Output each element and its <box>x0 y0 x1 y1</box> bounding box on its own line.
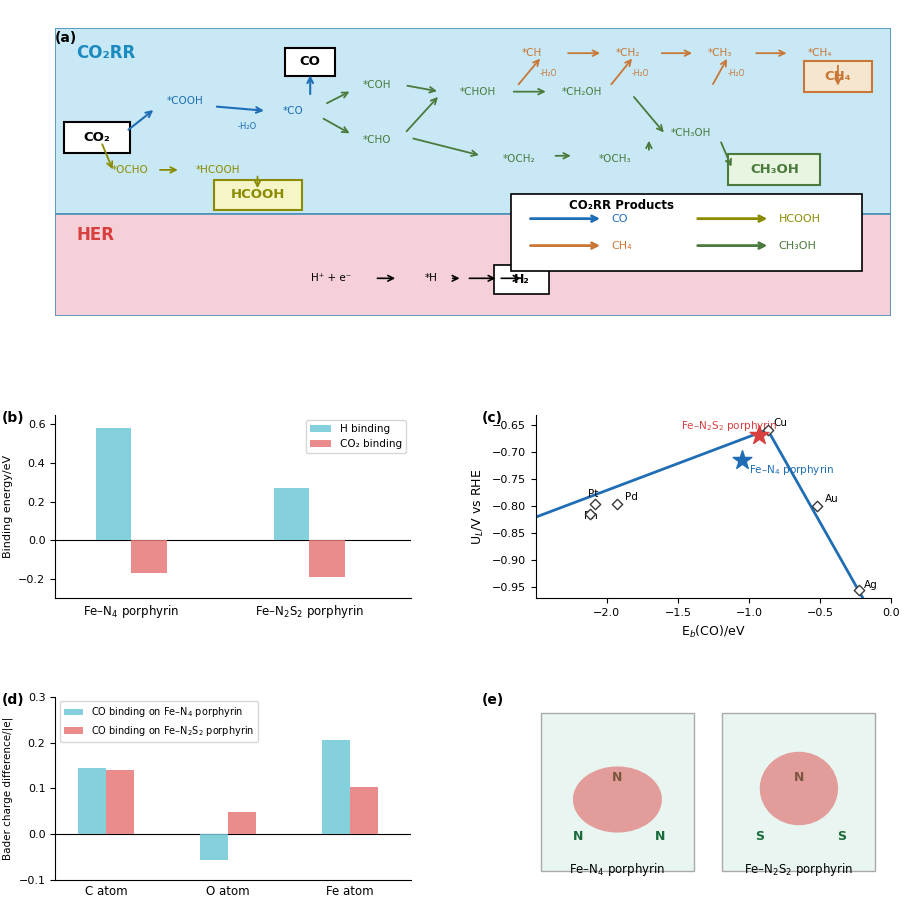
Text: *OCHO: *OCHO <box>112 165 149 175</box>
Text: CO: CO <box>300 55 321 69</box>
Text: *CH₃: *CH₃ <box>708 49 732 58</box>
Text: Pd: Pd <box>625 492 638 502</box>
FancyBboxPatch shape <box>494 265 549 293</box>
Text: Fe–N$_4$ porphyrin: Fe–N$_4$ porphyrin <box>749 463 834 477</box>
Point <box>851 583 866 598</box>
Text: *OCH₃: *OCH₃ <box>599 154 631 164</box>
Text: CO₂RR: CO₂RR <box>76 43 135 61</box>
Point <box>810 499 824 514</box>
Bar <box>322 740 350 834</box>
Text: -H₂O: -H₂O <box>238 122 257 131</box>
FancyBboxPatch shape <box>214 180 301 210</box>
Text: Fe–N$_2$S$_2$ porphyrin: Fe–N$_2$S$_2$ porphyrin <box>744 861 854 878</box>
Text: CH₃OH: CH₃OH <box>750 162 799 176</box>
Text: H⁺ + e⁻: H⁺ + e⁻ <box>311 273 351 283</box>
Bar <box>199 834 228 859</box>
Text: *CH₃OH: *CH₃OH <box>671 128 711 138</box>
Text: *OCH₂: *OCH₂ <box>503 154 536 164</box>
Text: *COOH: *COOH <box>166 96 203 106</box>
Text: Pt: Pt <box>588 490 598 500</box>
Bar <box>96 428 131 540</box>
Ellipse shape <box>760 752 838 825</box>
Text: CO₂RR Products: CO₂RR Products <box>570 199 675 212</box>
Text: *CH: *CH <box>522 49 542 58</box>
Text: (e): (e) <box>482 693 505 707</box>
Text: *HCOOH: *HCOOH <box>196 165 241 175</box>
Text: Fe–N$_4$ porphyrin: Fe–N$_4$ porphyrin <box>570 861 665 878</box>
Text: -H₂O: -H₂O <box>728 69 745 78</box>
Text: (a): (a) <box>55 30 77 45</box>
Ellipse shape <box>573 767 662 833</box>
Bar <box>274 488 310 540</box>
Point <box>760 423 775 437</box>
Text: Ag: Ag <box>865 580 879 591</box>
Y-axis label: Bader charge difference/|e|: Bader charge difference/|e| <box>3 717 13 860</box>
Text: N: N <box>794 771 804 784</box>
Text: CO: CO <box>611 214 628 224</box>
Text: (d): (d) <box>2 693 25 707</box>
Text: H₂: H₂ <box>514 272 529 286</box>
Y-axis label: U$_L$/V vs RHE: U$_L$/V vs RHE <box>471 469 486 545</box>
Text: HCOOH: HCOOH <box>778 214 821 224</box>
Text: HCOOH: HCOOH <box>231 188 285 202</box>
FancyBboxPatch shape <box>729 154 821 184</box>
Text: N: N <box>612 771 622 784</box>
FancyBboxPatch shape <box>722 713 876 871</box>
Text: CO₂: CO₂ <box>84 131 110 144</box>
Text: S: S <box>755 830 765 843</box>
FancyBboxPatch shape <box>541 713 694 871</box>
Text: *CH₂OH: *CH₂OH <box>562 86 602 96</box>
Bar <box>55 28 891 214</box>
FancyBboxPatch shape <box>803 61 872 92</box>
Text: -H₂O: -H₂O <box>631 69 650 78</box>
Bar <box>310 540 345 577</box>
Bar <box>350 787 379 834</box>
Bar <box>55 214 891 316</box>
Point <box>609 496 624 511</box>
Legend: H binding, CO₂ binding: H binding, CO₂ binding <box>306 420 406 453</box>
Bar <box>106 770 134 834</box>
Text: N: N <box>655 830 665 843</box>
Point <box>588 496 603 511</box>
Text: *CHOH: *CHOH <box>460 86 495 96</box>
Text: Fe–N$_2$S$_2$ porphyrin: Fe–N$_2$S$_2$ porphyrin <box>681 419 777 433</box>
FancyBboxPatch shape <box>285 48 335 75</box>
Text: HER: HER <box>76 226 114 244</box>
Text: *CH₂: *CH₂ <box>616 49 641 58</box>
Text: CH₄: CH₄ <box>824 70 851 83</box>
Text: *CO: *CO <box>283 105 304 116</box>
Text: *CH₄: *CH₄ <box>808 49 833 58</box>
Text: CH₄: CH₄ <box>611 240 632 250</box>
Text: *H: *H <box>425 273 438 283</box>
Point <box>734 453 749 468</box>
Text: S: S <box>837 830 846 843</box>
X-axis label: E$_b$(CO)/eV: E$_b$(CO)/eV <box>681 624 746 640</box>
Text: *COH: *COH <box>363 81 391 90</box>
Bar <box>228 812 256 834</box>
Text: Cu: Cu <box>773 417 788 427</box>
Text: CH₃OH: CH₃OH <box>778 240 816 250</box>
FancyBboxPatch shape <box>511 194 862 271</box>
Text: N: N <box>573 830 584 843</box>
Point <box>583 507 597 522</box>
Legend: CO binding on Fe–N$_4$ porphyrin, CO binding on Fe–N$_2$S$_2$ porphyrin: CO binding on Fe–N$_4$ porphyrin, CO bin… <box>60 702 258 742</box>
Text: Au: Au <box>824 494 838 504</box>
Bar <box>131 540 167 573</box>
Bar <box>77 768 106 834</box>
Text: -H₂O: -H₂O <box>539 69 557 78</box>
FancyBboxPatch shape <box>63 122 130 152</box>
Text: *CHO: *CHO <box>363 135 391 145</box>
Point <box>752 427 766 442</box>
Text: (b): (b) <box>2 411 25 425</box>
Text: Rh: Rh <box>584 511 597 521</box>
Text: (c): (c) <box>482 411 504 425</box>
Y-axis label: Binding energy/eV: Binding energy/eV <box>3 455 13 558</box>
